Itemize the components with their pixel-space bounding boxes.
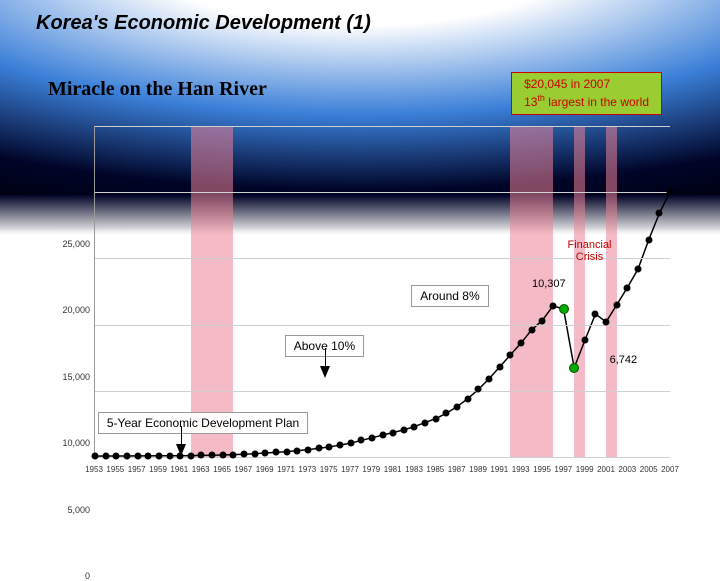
callout-line2: 13th largest in the world [524, 93, 649, 111]
plot-area: Around 8%Above 10%5-Year Economic Develo… [94, 126, 670, 458]
callout-line1: $20,045 in 2007 [524, 77, 649, 93]
line-series [95, 126, 670, 457]
slide-title: Korea's Economic Development (1) [36, 12, 371, 35]
slide-subtitle: Miracle on the Han River [48, 78, 267, 101]
callout-box: $20,045 in 2007 13th largest in the worl… [511, 72, 662, 115]
gnp-chart: Around 8%Above 10%5-Year Economic Develo… [48, 118, 672, 486]
